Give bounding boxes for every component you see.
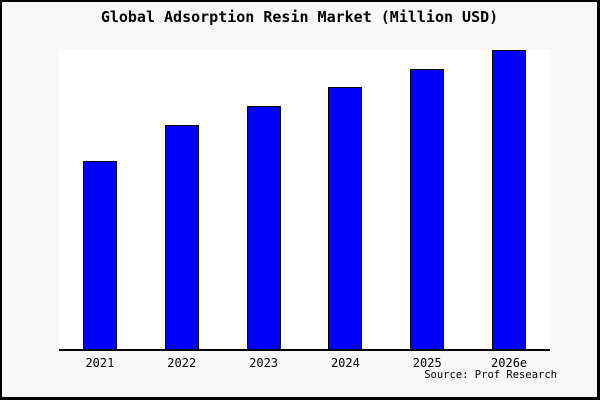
x-tick-label-2023: 2023 — [249, 356, 279, 370]
source-label: Source: Prof Research — [424, 369, 557, 381]
bar-2024 — [328, 87, 363, 349]
plot-area — [59, 49, 550, 351]
bar-2022 — [164, 125, 199, 349]
bar-2026e — [492, 50, 527, 349]
x-tick-label-2021: 2021 — [85, 356, 115, 370]
chart-title: Global Adsorption Resin Market (Million … — [100, 8, 499, 26]
bar-2023 — [246, 106, 281, 349]
x-tick-label-2022: 2022 — [167, 356, 197, 370]
x-tick-label-2025: 2025 — [412, 356, 442, 370]
x-tick-label-2026e: 2026e — [491, 356, 528, 370]
x-tick-label-2024: 2024 — [330, 356, 360, 370]
bar-2025 — [410, 69, 445, 349]
x-axis-labels: 2021 2022 2023 2024 2025 2026e — [59, 356, 550, 371]
bar-2021 — [82, 161, 117, 349]
